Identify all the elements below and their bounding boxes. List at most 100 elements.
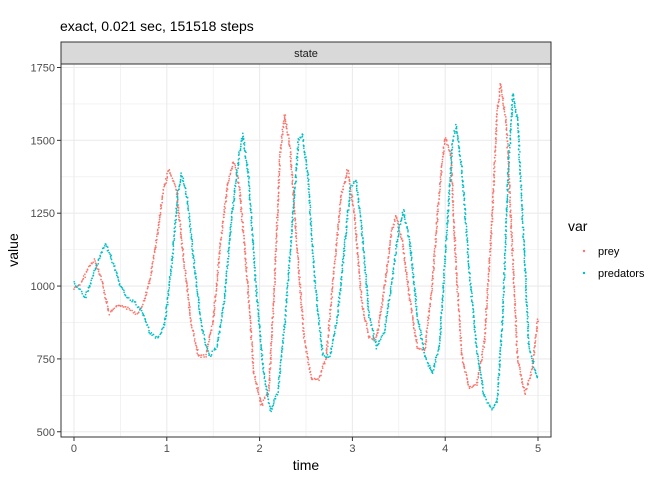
data-point	[279, 364, 282, 367]
data-point	[444, 137, 447, 139]
data-point	[191, 248, 193, 250]
data-point	[402, 248, 405, 251]
data-point	[104, 293, 106, 296]
data-point	[523, 389, 526, 392]
data-point	[274, 283, 276, 286]
data-point	[497, 378, 499, 381]
data-point	[151, 270, 153, 272]
data-point	[437, 350, 439, 352]
data-point	[431, 277, 434, 279]
data-point	[175, 211, 178, 213]
data-point	[464, 209, 467, 211]
data-point	[290, 153, 292, 156]
data-point	[528, 343, 530, 346]
data-point	[420, 347, 422, 350]
data-point	[508, 149, 510, 152]
data-point	[208, 352, 210, 355]
data-point	[458, 323, 461, 326]
data-point	[295, 162, 298, 165]
data-point	[405, 266, 407, 269]
data-point	[308, 194, 311, 196]
data-point	[330, 293, 333, 296]
data-point	[505, 213, 508, 216]
data-point	[128, 307, 131, 310]
data-point	[237, 167, 239, 170]
data-point	[490, 231, 492, 234]
data-point	[270, 410, 273, 413]
data-point	[241, 132, 244, 135]
data-point	[271, 326, 273, 329]
data-point	[464, 221, 467, 224]
data-point	[187, 209, 190, 212]
data-point	[167, 289, 170, 291]
data-point	[467, 264, 470, 266]
data-point	[513, 290, 516, 293]
data-point	[326, 340, 329, 343]
data-point	[471, 292, 473, 295]
data-point	[521, 209, 523, 212]
data-point	[394, 259, 396, 262]
data-point	[191, 245, 193, 248]
data-point	[141, 312, 144, 314]
data-point	[339, 199, 342, 201]
data-point	[527, 334, 529, 337]
data-point	[269, 409, 271, 411]
data-point	[504, 265, 506, 267]
data-point	[412, 319, 414, 321]
data-point	[353, 180, 355, 183]
data-point	[441, 301, 443, 304]
data-point	[291, 219, 294, 222]
data-point	[462, 180, 464, 183]
data-point	[465, 228, 468, 231]
data-point	[404, 268, 407, 271]
data-point	[294, 219, 296, 222]
data-point	[443, 150, 445, 152]
data-point	[216, 279, 219, 282]
data-point	[251, 344, 253, 346]
data-point	[158, 220, 161, 223]
data-point	[512, 249, 514, 252]
data-point	[433, 362, 436, 365]
data-point	[320, 348, 323, 351]
data-point	[510, 244, 513, 247]
data-point	[223, 300, 226, 303]
data-point	[493, 163, 495, 166]
data-point	[99, 255, 102, 258]
data-point	[112, 262, 115, 265]
data-point	[246, 279, 249, 282]
data-point	[359, 286, 361, 289]
data-point	[355, 179, 357, 182]
data-point	[425, 358, 428, 361]
data-point	[228, 177, 231, 180]
data-point	[175, 207, 177, 210]
data-point	[331, 342, 334, 345]
data-point	[257, 393, 260, 396]
data-point	[294, 174, 297, 176]
data-point	[297, 148, 300, 151]
data-point	[358, 265, 361, 268]
data-point	[277, 391, 280, 393]
data-point	[356, 247, 359, 250]
data-point	[288, 137, 290, 140]
data-point	[197, 353, 199, 356]
data-point	[302, 147, 305, 150]
data-point	[354, 214, 356, 216]
data-point	[476, 378, 479, 381]
data-point	[274, 271, 277, 274]
data-point	[225, 279, 227, 282]
data-point	[444, 239, 447, 242]
data-point	[157, 233, 159, 235]
data-point	[272, 307, 274, 310]
data-point	[509, 209, 512, 212]
data-point	[385, 315, 387, 318]
data-point	[460, 351, 463, 354]
data-point	[220, 238, 222, 240]
data-point	[506, 193, 509, 196]
data-point	[409, 242, 412, 244]
y-tick-label: 750	[37, 354, 55, 366]
data-point	[413, 281, 415, 284]
data-point	[522, 236, 524, 239]
data-point	[452, 193, 454, 196]
data-point	[461, 356, 464, 359]
data-point	[509, 184, 511, 187]
